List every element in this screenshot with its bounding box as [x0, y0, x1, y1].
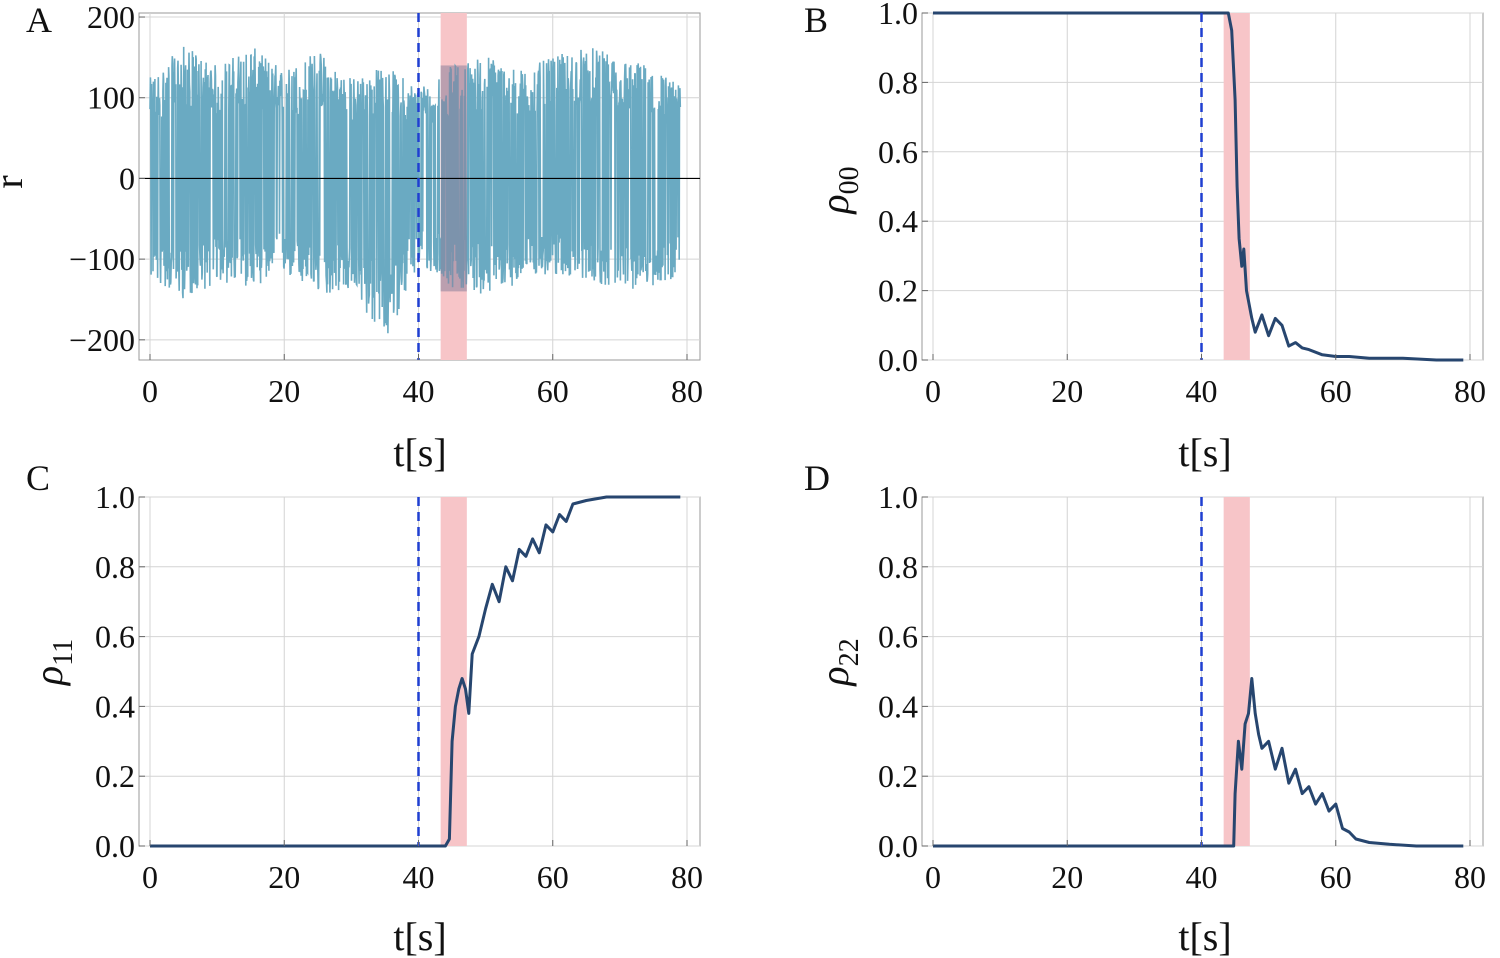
- panel-c-y-tick-label: 0.4: [95, 688, 135, 724]
- panel-d-x-tick-label: 20: [1051, 859, 1083, 895]
- panel-c-letter: C: [26, 458, 50, 498]
- panel-b-letter: B: [804, 0, 828, 40]
- panel-b: 0 20 40 60 80 0.0 0.2 0.4 0.6 0.8 1.0 B ρ00 t[s]: [804, 0, 1486, 475]
- panel-b-y-axis-label: ρ00: [812, 166, 865, 215]
- panel-b-x-tick-label: 0: [925, 373, 941, 409]
- panel-a-x-tick-label: 60: [537, 373, 569, 409]
- panel-c-y-tick-label: 0.6: [95, 619, 135, 655]
- panel-d-plot-area: 0 20 40 60 80 0.0 0.2 0.4 0.6 0.8 1.0: [878, 479, 1486, 895]
- panel-d-x-tick-label: 60: [1320, 859, 1352, 895]
- panel-d-x-tick-label: 80: [1454, 859, 1486, 895]
- panel-d: 0 20 40 60 80 0.0 0.2 0.4 0.6 0.8 1.0 D ρ22 t[s]: [804, 458, 1486, 958]
- panel-b-x-tick-label: 20: [1051, 373, 1083, 409]
- panel-d-x-axis-label: t[s]: [1178, 914, 1231, 958]
- panel-d-y-tick-label: 1.0: [878, 479, 918, 515]
- panel-b-x-axis-label: t[s]: [1178, 430, 1231, 475]
- panel-d-y-tick-label: 0.4: [878, 688, 918, 724]
- panel-a-x-axis-label: t[s]: [393, 430, 446, 475]
- panel-a-x-tick-label: 80: [671, 373, 703, 409]
- panel-b-y-tick-label: 0.8: [878, 64, 918, 100]
- panel-a-y-axis-label: r: [0, 175, 31, 188]
- panel-c-x-axis-label: t[s]: [393, 914, 446, 958]
- panel-d-y-tick-label: 0.8: [878, 549, 918, 585]
- panel-c-y-axis-label: ρ11: [26, 639, 79, 687]
- panel-a-y-tick-label: 100: [87, 80, 135, 116]
- panel-b-y-tick-label: 0.2: [878, 273, 918, 309]
- panel-c-x-tick-label: 20: [268, 859, 300, 895]
- panel-d-x-tick-label: 0: [925, 859, 941, 895]
- panel-c-series-0: [150, 495, 681, 848]
- panel-a: 0 20 40 60 80 −200 −100 0 100 200 A r t[s]: [0, 0, 703, 475]
- panel-c-y-tick-label: 1.0: [95, 479, 135, 515]
- panel-c-x-tick-label: 40: [403, 859, 435, 895]
- panel-a-plot-area: 0 20 40 60 80 −200 −100 0 100 200: [69, 0, 703, 409]
- panel-d-letter: D: [804, 458, 830, 498]
- panel-c-x-tick-label: 80: [671, 859, 703, 895]
- panel-b-x-tick-label: 40: [1186, 373, 1218, 409]
- panel-a-series-0: [149, 46, 682, 334]
- panel-a-x-tick-label: 0: [142, 373, 158, 409]
- panel-a-y-tick-label: 0: [119, 160, 135, 196]
- panel-a-y-tick-label: 200: [87, 0, 135, 35]
- panel-b-plot-area: 0 20 40 60 80 0.0 0.2 0.4 0.6 0.8 1.0: [878, 0, 1486, 409]
- panel-d-y-tick-label: 0.2: [878, 758, 918, 794]
- panel-d-y-axis-label: ρ22: [812, 638, 865, 687]
- panel-c-highlight-band: [440, 497, 467, 846]
- panel-a-y-tick-label: −100: [69, 241, 135, 277]
- panel-b-y-tick-label: 0.0: [878, 342, 918, 378]
- panel-a-letter: A: [26, 0, 52, 40]
- panel-c-y-tick-label: 0.0: [95, 828, 135, 864]
- panel-b-series-0: [933, 11, 1464, 362]
- panel-a-y-tick-label: −200: [69, 322, 135, 358]
- panel-b-y-tick-label: 1.0: [878, 0, 918, 31]
- panel-d-y-tick-label: 0.0: [878, 828, 918, 864]
- panel-c-x-tick-label: 60: [537, 859, 569, 895]
- panel-c-y-tick-label: 0.8: [95, 549, 135, 585]
- panel-c-x-tick-label: 0: [142, 859, 158, 895]
- panel-d-y-tick-label: 0.6: [878, 619, 918, 655]
- panel-c-plot-area: 0 20 40 60 80 0.0 0.2 0.4 0.6 0.8 1.0: [95, 479, 703, 895]
- panel-b-x-tick-label: 60: [1320, 373, 1352, 409]
- panel-d-highlight-band: [1223, 497, 1250, 846]
- panel-b-x-tick-label: 80: [1454, 373, 1486, 409]
- panel-c-y-tick-label: 0.2: [95, 758, 135, 794]
- panel-a-x-tick-label: 40: [403, 373, 435, 409]
- panel-b-y-tick-label: 0.4: [878, 203, 918, 239]
- panel-d-series-0: [933, 677, 1464, 848]
- panel-b-y-tick-label: 0.6: [878, 134, 918, 170]
- panel-c: 0 20 40 60 80 0.0 0.2 0.4 0.6 0.8 1.0 C ρ11 t[s]: [26, 458, 703, 958]
- panel-d-x-tick-label: 40: [1186, 859, 1218, 895]
- panel-a-x-tick-label: 20: [268, 373, 300, 409]
